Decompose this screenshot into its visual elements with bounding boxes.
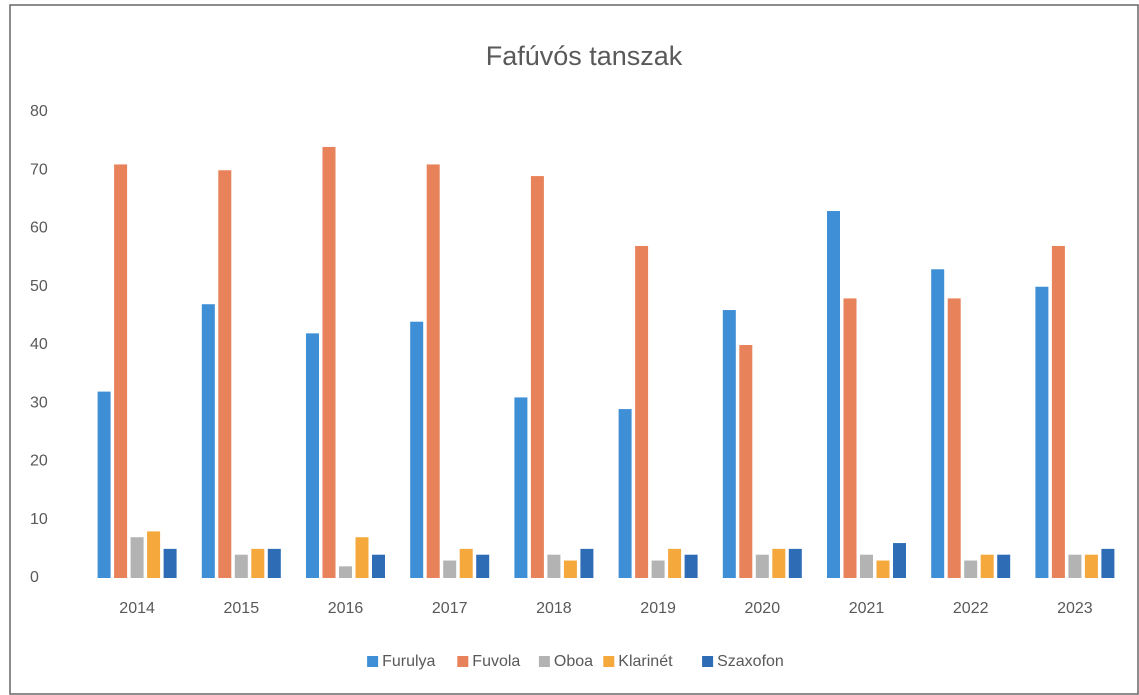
- y-tick-label: 60: [30, 220, 48, 237]
- y-tick-label: 70: [30, 161, 48, 178]
- legend-swatch: [702, 656, 714, 667]
- y-tick-label: 80: [30, 103, 48, 120]
- bar: [860, 554, 873, 578]
- bar: [980, 554, 994, 578]
- bar: [997, 554, 1011, 578]
- bar: [530, 176, 544, 578]
- chart-border: [9, 4, 1139, 695]
- bar: [355, 537, 369, 578]
- bar: [684, 554, 698, 578]
- legend-label: Oboa: [554, 653, 593, 670]
- x-tick-label: 2019: [640, 600, 676, 617]
- x-tick-label: 2018: [536, 600, 572, 617]
- x-tick-label: 2020: [745, 600, 781, 617]
- bar: [1035, 286, 1049, 578]
- bar: [788, 548, 802, 578]
- bar: [635, 245, 649, 578]
- bar: [1068, 554, 1082, 578]
- legend-label: Furulya: [382, 653, 435, 670]
- x-tick-label: 2016: [328, 600, 364, 617]
- bar: [739, 345, 753, 578]
- bar: [251, 548, 265, 578]
- bar: [426, 164, 440, 579]
- bar: [1101, 548, 1115, 578]
- bar: [163, 548, 177, 578]
- x-tick-label: 2017: [432, 600, 468, 617]
- bar: [147, 531, 161, 578]
- bar: [476, 554, 490, 578]
- bar: [1084, 554, 1098, 578]
- bar: [130, 537, 144, 578]
- bar: [931, 269, 945, 578]
- bar: [1051, 245, 1065, 578]
- bar: [755, 554, 769, 578]
- legend-swatch: [538, 656, 550, 667]
- bar: [893, 543, 906, 578]
- bar: [651, 560, 665, 578]
- y-tick-label: 30: [30, 394, 48, 411]
- bar: [322, 146, 336, 578]
- bar: [267, 548, 281, 578]
- x-tick-label: 2023: [1057, 600, 1093, 617]
- y-tick-label: 0: [30, 569, 39, 586]
- y-tick-label: 20: [30, 453, 48, 470]
- legend-label: Fuvola: [472, 653, 520, 670]
- bar: [876, 560, 890, 578]
- x-tick-label: 2014: [119, 600, 155, 617]
- y-tick-label: 50: [30, 278, 48, 295]
- bar: [97, 391, 111, 578]
- x-tick-label: 2022: [953, 600, 989, 617]
- legend-swatch: [367, 656, 379, 667]
- bar: [964, 560, 978, 578]
- bar: [947, 298, 961, 578]
- bar: [339, 566, 352, 578]
- chart-title: Fafúvós tanszak: [486, 41, 683, 71]
- bar: [722, 310, 736, 578]
- bar: [306, 333, 319, 578]
- bar: [843, 298, 857, 578]
- bar: [410, 321, 424, 578]
- bar: [514, 397, 528, 578]
- legend-label: Szaxofon: [717, 653, 784, 670]
- x-tick-label: 2015: [224, 600, 260, 617]
- bar: [443, 560, 457, 578]
- bar: [827, 211, 840, 578]
- bar: [372, 554, 385, 578]
- legend-swatch: [457, 656, 469, 667]
- bar: [772, 548, 786, 578]
- legend-label: Klarinét: [618, 653, 673, 670]
- bar: [618, 409, 632, 578]
- bar: [547, 554, 561, 578]
- x-tick-label: 2021: [849, 600, 885, 617]
- bar: [201, 304, 215, 578]
- bar: [668, 548, 682, 578]
- bar: [563, 560, 577, 578]
- y-tick-label: 40: [30, 336, 48, 353]
- y-tick-label: 10: [30, 511, 48, 528]
- legend-swatch: [603, 656, 615, 667]
- bar: [580, 548, 594, 578]
- bar: [218, 170, 232, 578]
- bar: [234, 554, 248, 578]
- bar: [459, 548, 473, 578]
- bar: [114, 164, 128, 579]
